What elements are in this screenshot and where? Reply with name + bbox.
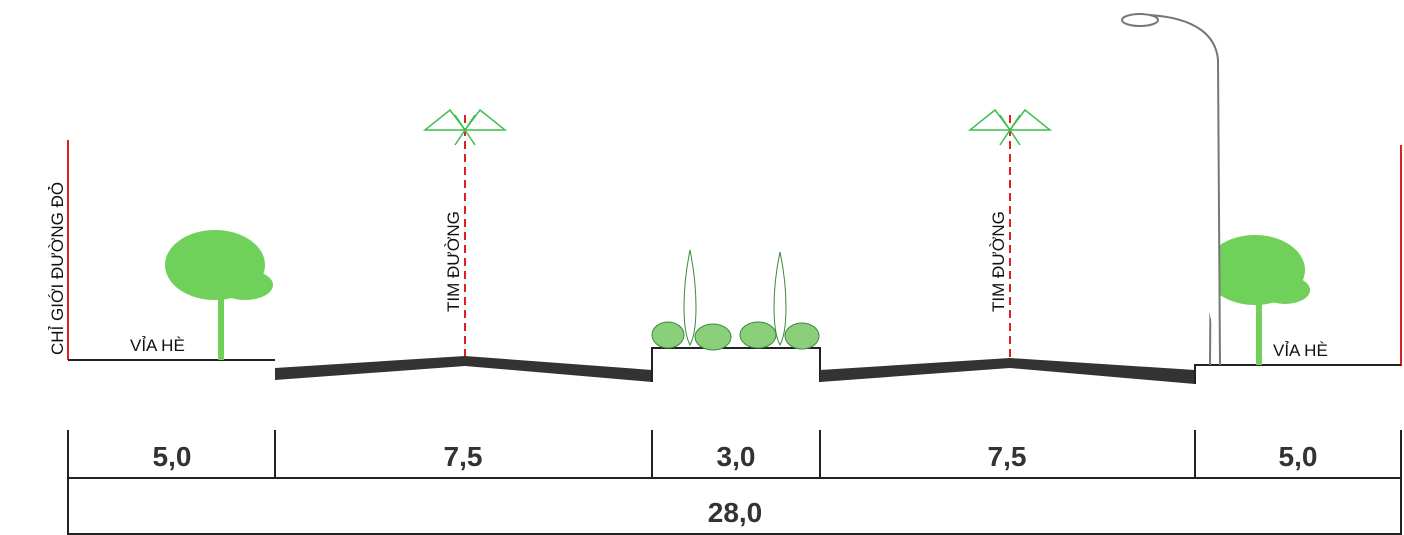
dimension-label: 5,0 (1279, 441, 1318, 472)
road (275, 356, 652, 382)
street-lamp (1121, 13, 1221, 366)
centerline-label: TIM ĐƯỜNG (989, 211, 1008, 312)
boundary-label: CHỈ GIỚI ĐƯỜNG ĐỎ (48, 182, 67, 355)
dimension-label: 3,0 (717, 441, 756, 472)
sidewalk-label: VỈA HÈ (130, 336, 185, 355)
tree (165, 230, 1310, 365)
centerline-label: TIM ĐƯỜNG (444, 211, 463, 312)
total-width: 28,0 (708, 497, 763, 528)
decor (422, 108, 1053, 146)
dimension-label: 7,5 (988, 441, 1027, 472)
dimension-label: 5,0 (153, 441, 192, 472)
median-plants (651, 249, 820, 351)
dimension-lines (67, 430, 1402, 535)
dimension-label: 7,5 (444, 441, 483, 472)
road (820, 358, 1195, 384)
median (651, 347, 821, 382)
sidewalk (1194, 364, 1401, 384)
sidewalk-label: VỈA HÈ (1273, 341, 1328, 360)
